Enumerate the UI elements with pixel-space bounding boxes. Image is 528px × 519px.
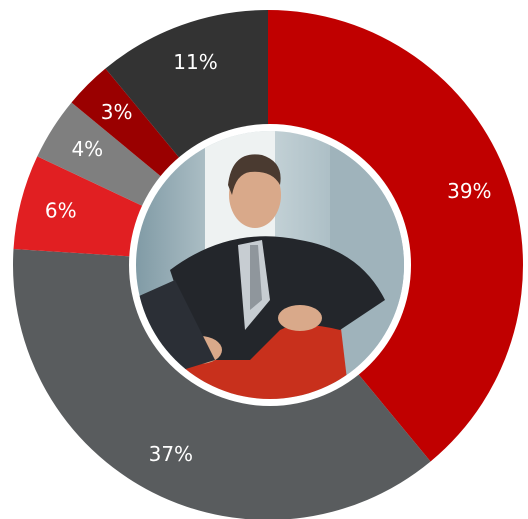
page: {"chart_data": {"type": "donut", "values… (0, 0, 528, 519)
chart: 39% 37% 6% 4% 3% 11% (0, 0, 528, 519)
value-label: 4% (71, 137, 103, 161)
value-label: 37% (149, 442, 193, 466)
value-label: 39% (447, 179, 491, 203)
value-label: 6% (45, 198, 77, 222)
value-label: 3% (101, 100, 133, 124)
value-label: 11% (173, 50, 217, 74)
